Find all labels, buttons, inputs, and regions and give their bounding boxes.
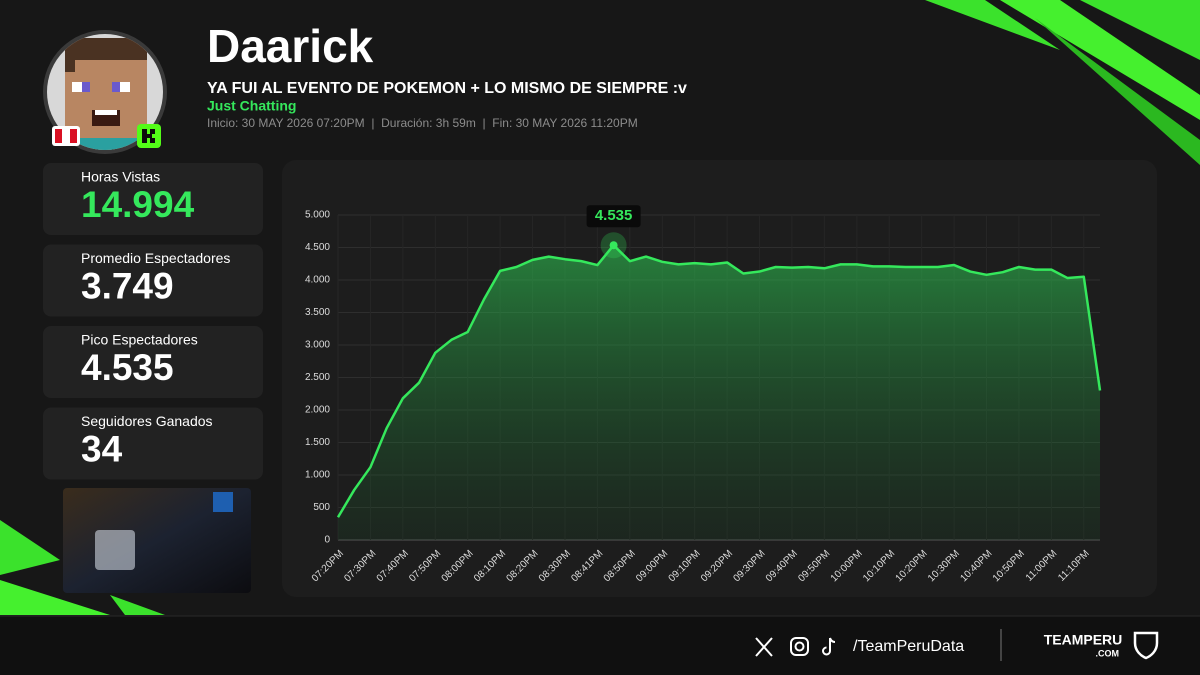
stat-label: Promedio Espectadores <box>81 250 230 266</box>
instagram-icon <box>790 637 809 656</box>
area <box>338 245 1100 540</box>
footer-bar <box>0 616 1200 675</box>
streamer-name: Daarick <box>207 20 374 72</box>
stream-category: Just Chatting <box>207 98 296 114</box>
stat-card <box>43 407 263 480</box>
y-tick-label: 5.000 <box>305 210 330 221</box>
y-tick-label: 2.500 <box>305 372 330 383</box>
brand-domain: .COM <box>1096 648 1120 658</box>
thumbnail-detail <box>213 492 233 512</box>
line <box>336 243 1102 518</box>
x-icon <box>755 637 773 657</box>
y-tick-label: 0 <box>324 535 330 546</box>
brand-logo <box>1133 631 1159 660</box>
stat-label: Pico Espectadores <box>81 332 198 348</box>
decoration <box>0 0 1200 615</box>
stat-card <box>43 244 263 317</box>
stat-value: 3.749 <box>81 265 174 306</box>
y-tick-label: 1.000 <box>305 470 330 481</box>
y-tick-label: 1.500 <box>305 437 330 448</box>
stat-label: Seguidores Ganados <box>81 413 213 429</box>
stat-value: 34 <box>81 428 123 469</box>
stat-label: Horas Vistas <box>81 169 160 185</box>
tiktok-icon <box>822 637 836 656</box>
avatar <box>43 30 167 154</box>
y-tick-label: 3.000 <box>305 340 330 351</box>
y-tick-label: 500 <box>313 502 330 513</box>
peak-label-bg <box>586 205 641 228</box>
y-tick-label: 4.000 <box>305 275 330 286</box>
peak-point <box>609 241 618 250</box>
social-icons <box>755 637 836 657</box>
stat-card <box>43 326 263 398</box>
stat-value: 4.535 <box>81 347 174 388</box>
stat-value: 14.994 <box>81 184 195 225</box>
stream-title: YA FUI AL EVENTO DE POKEMON + LO MISMO D… <box>207 80 687 97</box>
stat-card <box>43 163 263 235</box>
y-tick-label: 4.500 <box>305 242 330 253</box>
thumbnail-detail <box>95 530 135 570</box>
brand-name: TEAMPERU <box>1044 632 1123 648</box>
y-tick-label: 2.000 <box>305 405 330 416</box>
y-tick-label: 3.500 <box>305 307 330 318</box>
social-handle: /TeamPeruData <box>853 638 964 655</box>
peak-label: 4.535 <box>595 207 633 224</box>
stream-info: Inicio: 30 MAY 2026 07:20PM | Duración: … <box>207 116 638 130</box>
instagram-icon <box>794 641 805 652</box>
